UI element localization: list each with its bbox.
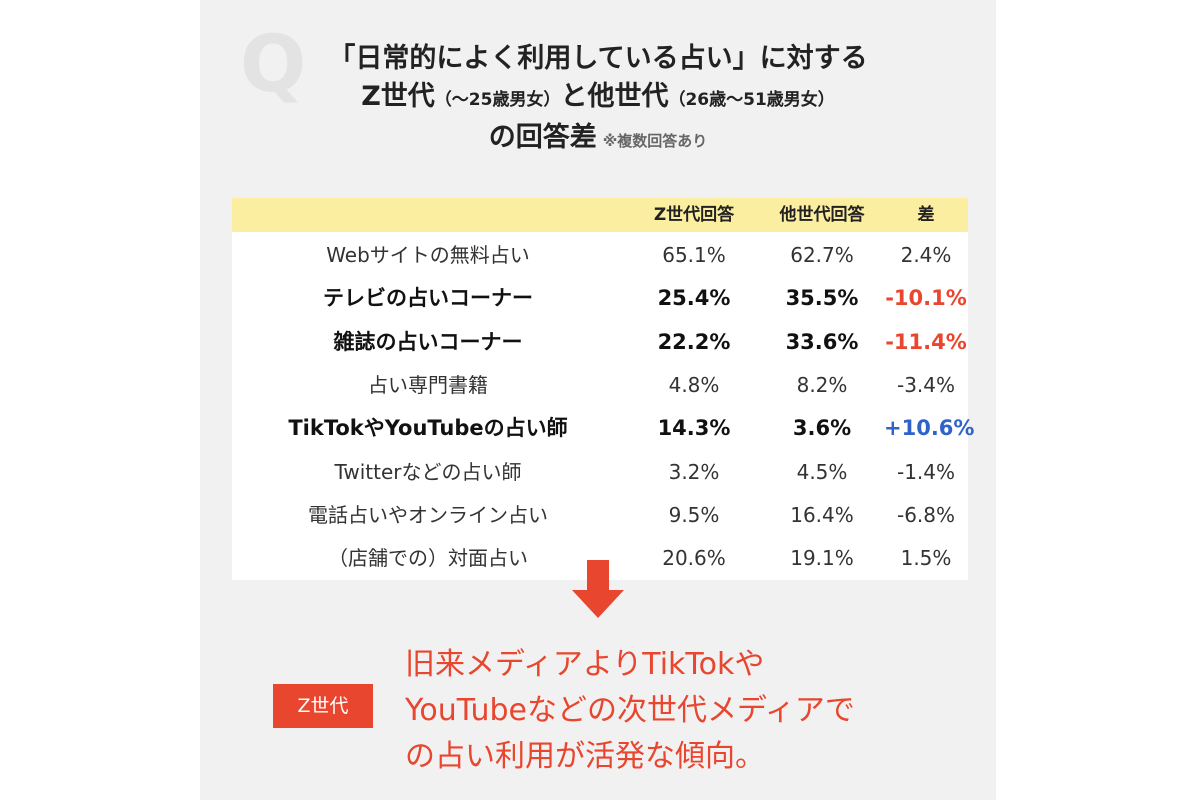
table-row: Twitterなどの占い師 3.2% 4.5% -1.4% <box>232 451 968 494</box>
row-label: （店舗での）対面占い <box>328 546 528 571</box>
header-diff: 差 <box>917 205 935 225</box>
row-gen-z-value: 20.6% <box>662 546 726 571</box>
row-other-gen-value: 35.5% <box>785 286 859 311</box>
row-diff-value: 1.5% <box>900 546 952 571</box>
row-label: 雑誌の占いコーナー <box>333 329 523 354</box>
row-gen-z-value: 4.8% <box>668 372 720 397</box>
row-diff-value: -11.4% <box>885 329 967 354</box>
table-row: テレビの占いコーナー 25.4% 35.5% -10.1% <box>232 277 968 320</box>
infographic-title: 「日常的によく利用している占い」に対する Z世代（〜25歳男女）と他世代（26歳… <box>200 40 996 160</box>
row-gen-z-value: 14.3% <box>657 416 731 441</box>
row-diff-value: -10.1% <box>885 286 967 311</box>
q-letter-icon: Q <box>240 20 307 110</box>
row-other-gen-value: 4.5% <box>796 459 848 484</box>
row-diff-value: -6.8% <box>896 502 956 527</box>
conclusion-text: 旧来メディアよりTikTokや YouTubeなどの次世代メディアで の占い利用… <box>405 642 965 780</box>
title-line-1: 「日常的によく利用している占い」に対する <box>328 43 868 74</box>
row-label: テレビの占いコーナー <box>323 286 533 311</box>
infographic-card: Q 「日常的によく利用している占い」に対する Z世代（〜25歳男女）と他世代（2… <box>200 0 996 800</box>
conclusion-line-2: YouTubeなどの次世代メディアで <box>405 693 855 728</box>
row-gen-z-value: 3.2% <box>668 459 720 484</box>
title-other-gen-range: （26歳〜51歳男女） <box>668 90 835 110</box>
row-gen-z-value: 9.5% <box>668 502 720 527</box>
row-gen-z-value: 22.2% <box>657 329 731 354</box>
row-label: Webサイトの無料占い <box>326 243 530 267</box>
row-diff-value: +10.6% <box>884 416 975 441</box>
row-diff-value: -1.4% <box>896 459 956 484</box>
table-header: Z世代回答 他世代回答 差 <box>232 198 968 232</box>
table-row: 雑誌の占いコーナー 22.2% 33.6% -11.4% <box>232 321 968 364</box>
title-other-gen: と他世代 <box>560 81 669 112</box>
title-answer-diff: の回答差 <box>488 122 597 153</box>
title-line-2: Z世代（〜25歳男女）と他世代（26歳〜51歳男女） <box>200 78 996 119</box>
row-other-gen-value: 16.4% <box>790 502 854 527</box>
row-other-gen-value: 19.1% <box>790 546 854 571</box>
table-row: （店舗での）対面占い 20.6% 19.1% 1.5% <box>232 537 968 580</box>
row-gen-z-value: 65.1% <box>662 243 726 267</box>
title-line-3: の回答差 ※複数回答あり <box>200 119 996 160</box>
header-other-gen: 他世代回答 <box>779 205 865 225</box>
row-label: 電話占いやオンライン占い <box>308 502 548 527</box>
row-other-gen-value: 62.7% <box>790 243 854 267</box>
table-row: TikTokやYouTubeの占い師 14.3% 3.6% +10.6% <box>232 407 975 450</box>
row-other-gen-value: 8.2% <box>796 372 848 397</box>
down-arrow-icon <box>572 560 624 618</box>
header-gen-z: Z世代回答 <box>653 205 735 225</box>
table-row: Webサイトの無料占い 65.1% 62.7% 2.4% <box>232 234 968 277</box>
row-label: TikTokやYouTubeの占い師 <box>288 416 568 441</box>
title-gen-z: Z世代 <box>361 81 435 112</box>
row-diff-value: -3.4% <box>896 372 956 397</box>
conclusion-line-3: の占い利用が活発な傾向。 <box>405 739 765 774</box>
row-label: Twitterなどの占い師 <box>334 459 522 484</box>
gen-z-badge: Z世代 <box>273 684 373 728</box>
table-row: 占い専門書籍 4.8% 8.2% -3.4% <box>232 364 968 407</box>
row-gen-z-value: 25.4% <box>657 286 731 311</box>
row-label: 占い専門書籍 <box>368 372 488 397</box>
row-other-gen-value: 33.6% <box>785 329 859 354</box>
row-diff-value: 2.4% <box>900 243 952 267</box>
comparison-table: Z世代回答 他世代回答 差 Webサイトの無料占い 65.1% 62.7% 2.4% テ… <box>232 198 975 580</box>
table-row: 電話占いやオンライン占い 9.5% 16.4% -6.8% <box>232 494 968 537</box>
conclusion-line-1: 旧来メディアよりTikTokや <box>405 647 765 682</box>
title-gen-z-range: （〜25歳男女） <box>434 90 561 110</box>
row-other-gen-value: 3.6% <box>792 416 852 441</box>
title-note: ※複数回答あり <box>602 132 708 150</box>
